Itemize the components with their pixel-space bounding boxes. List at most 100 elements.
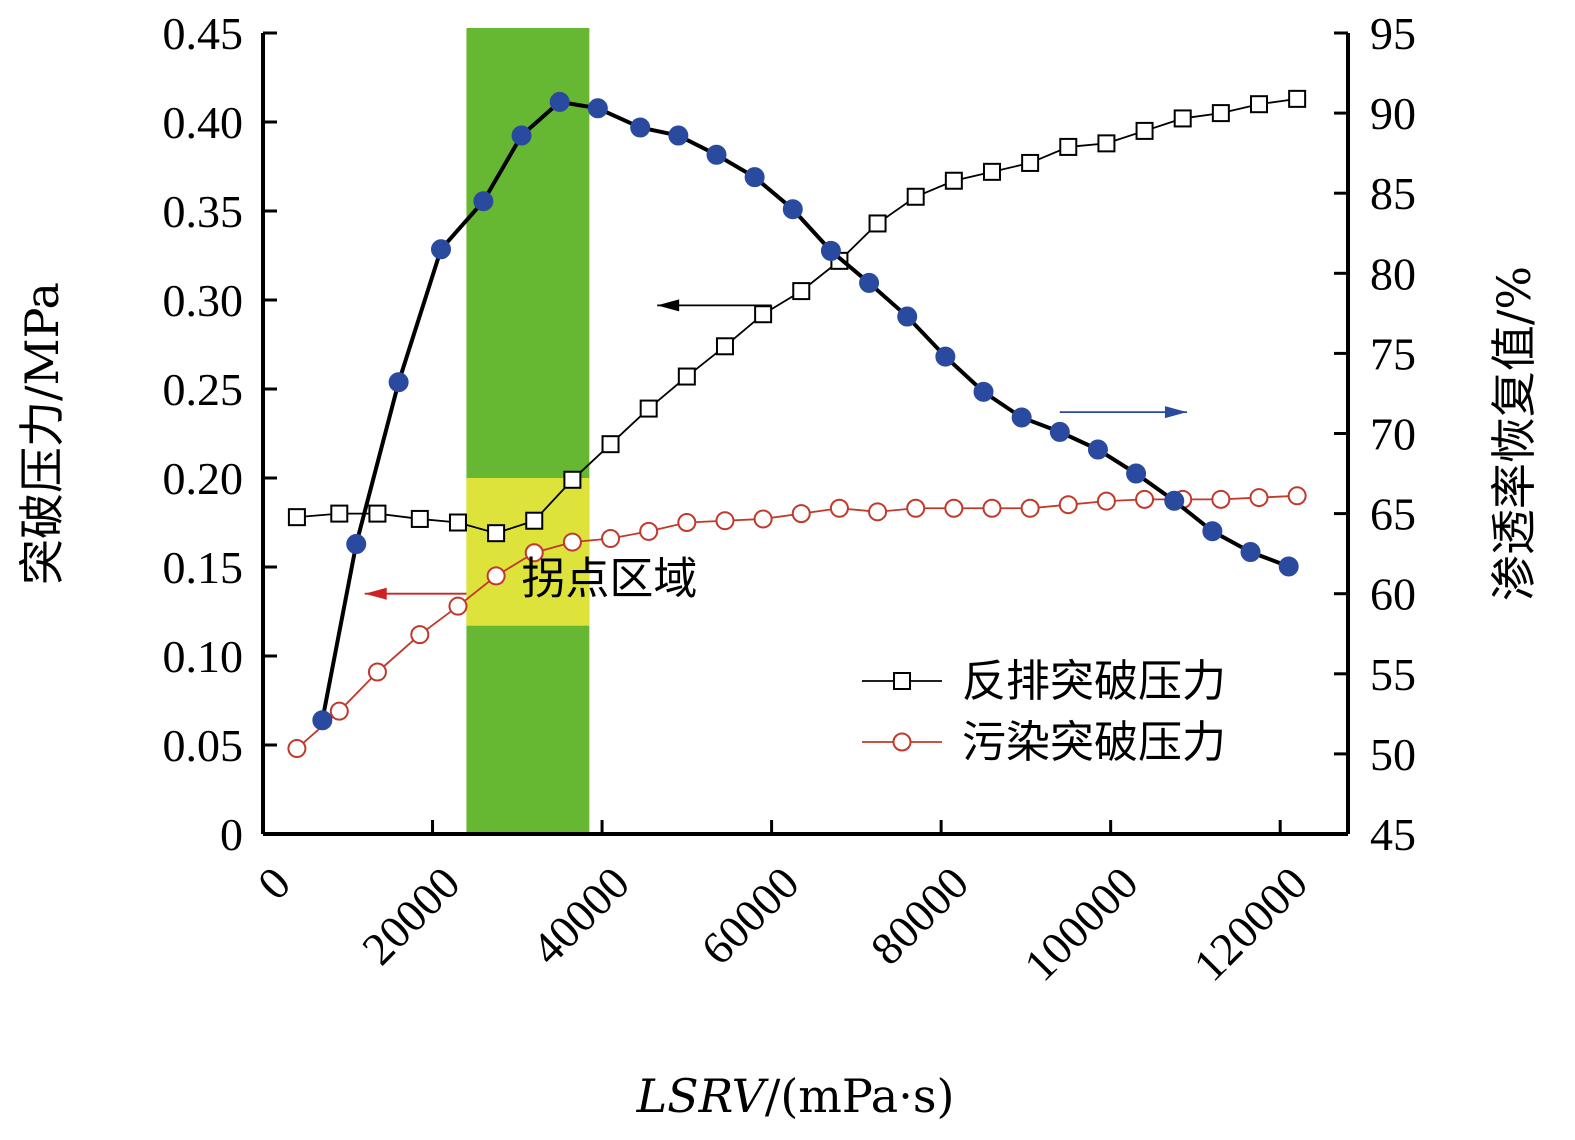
y-left-tick-label: 0.10 <box>163 631 244 682</box>
data-point-circle <box>1287 486 1307 506</box>
y-right-tick-label: 75 <box>1370 328 1416 379</box>
data-point-square <box>944 171 963 190</box>
data-point-square <box>410 509 429 528</box>
data-point-filled <box>1240 542 1261 563</box>
annotation-layer: 拐点区域 <box>364 299 1187 605</box>
region-layer <box>466 28 590 834</box>
data-point-filled <box>935 346 956 367</box>
data-point-filled <box>1164 490 1185 511</box>
data-point-circle <box>486 566 506 586</box>
y-right-tick-label: 55 <box>1370 649 1416 700</box>
series-line-1 <box>296 494 1298 750</box>
data-point-circle <box>1211 489 1231 509</box>
y-left-tick-label: 0.20 <box>163 453 244 504</box>
data-point-circle <box>367 662 387 682</box>
data-point-filled <box>744 167 765 188</box>
data-point-circle <box>1058 495 1078 515</box>
data-point-circle <box>1135 489 1155 509</box>
data-point-filled <box>897 306 918 327</box>
data-point-filled <box>346 534 367 555</box>
data-point-square <box>982 162 1001 181</box>
y-axis-left-title: 突破压力/MPa <box>15 282 69 585</box>
arrow-head-1 <box>364 587 387 600</box>
data-point-circle <box>1096 491 1116 511</box>
legend-marker-square <box>893 672 911 690</box>
data-point-filled <box>859 272 880 293</box>
data-point-filled <box>973 381 994 402</box>
data-point-circle <box>677 513 697 532</box>
data-point-filled <box>706 144 727 165</box>
data-point-circle <box>906 498 926 518</box>
data-point-square <box>1059 137 1078 156</box>
inflection-band <box>466 28 590 834</box>
legend-label-pollution: 污染突破压力 <box>962 717 1226 768</box>
y-left-tick-label: 0.05 <box>163 720 244 771</box>
legend-marker-circle <box>892 732 912 752</box>
data-point-square <box>487 524 506 543</box>
data-point-filled <box>1011 407 1032 428</box>
data-point-filled <box>549 91 570 112</box>
y-left-tick-label: 0.35 <box>163 186 244 237</box>
series-line-0 <box>296 97 1298 535</box>
data-point-filled <box>473 191 494 212</box>
data-point-circle <box>601 529 621 549</box>
data-point-square <box>563 470 582 489</box>
y-right-tick-label: 65 <box>1370 489 1416 540</box>
data-point-circle <box>639 521 659 541</box>
data-point-filled <box>312 710 333 731</box>
data-point-square <box>601 435 620 454</box>
data-point-filled <box>1202 521 1223 542</box>
data-point-circle <box>982 498 1002 518</box>
data-point-square <box>868 214 887 233</box>
data-point-square <box>677 367 696 386</box>
y-right-tick-label: 90 <box>1370 88 1416 139</box>
data-point-filled <box>587 98 608 119</box>
data-point-circle <box>287 739 307 759</box>
data-point-filled <box>388 372 409 393</box>
arrow-head-0 <box>657 299 680 312</box>
data-point-filled <box>431 239 452 260</box>
y-right-tick-label: 85 <box>1370 168 1416 219</box>
data-point-filled <box>511 125 532 146</box>
data-point-circle <box>329 701 349 721</box>
data-point-filled <box>668 125 689 146</box>
x-tick-label: 80000 <box>861 857 978 974</box>
y-left-tick-label: 0.25 <box>163 364 244 415</box>
data-point-circle <box>410 625 430 645</box>
x-tick-label: 100000 <box>1014 857 1148 991</box>
x-tick-label: 60000 <box>691 857 808 974</box>
data-point-circle <box>791 504 811 524</box>
data-point-square <box>792 282 811 301</box>
y-axis-right-title: 渗透率恢复值/% <box>1487 266 1541 601</box>
data-point-square <box>368 504 387 523</box>
data-point-circle <box>448 596 468 616</box>
series-layer <box>287 89 1307 759</box>
data-point-square <box>1211 104 1230 123</box>
arrow-head-2 <box>1164 406 1187 419</box>
x-axis-title: LSRV/(mPa·s) <box>636 1069 955 1123</box>
legend: 反排突破压力 污染突破压力 <box>862 656 1226 768</box>
data-point-filled <box>1126 463 1147 484</box>
inflection-region-label: 拐点区域 <box>521 554 697 605</box>
data-point-circle <box>753 509 773 529</box>
y-right-tick-label: 80 <box>1370 248 1416 299</box>
y-left-tick-label: 0.30 <box>163 275 244 326</box>
data-point-filled <box>1087 439 1108 460</box>
y-right-tick-label: 60 <box>1370 569 1416 620</box>
x-tick-label: 40000 <box>522 857 639 974</box>
legend-label-backflow: 反排突破压力 <box>962 656 1226 707</box>
data-point-filled <box>630 117 651 138</box>
data-point-square <box>1288 89 1307 108</box>
y-left-tick-label: 0.45 <box>163 8 244 59</box>
data-point-circle <box>944 498 964 518</box>
data-point-filled <box>1049 421 1070 442</box>
x-tick-label: 0 <box>248 857 300 909</box>
y-right-tick-label: 50 <box>1370 729 1416 780</box>
data-point-circle <box>1249 488 1269 508</box>
data-point-square <box>1173 109 1192 128</box>
data-point-square <box>448 513 467 532</box>
data-point-square <box>715 337 734 356</box>
data-point-square <box>754 305 773 324</box>
data-point-square <box>906 187 925 206</box>
